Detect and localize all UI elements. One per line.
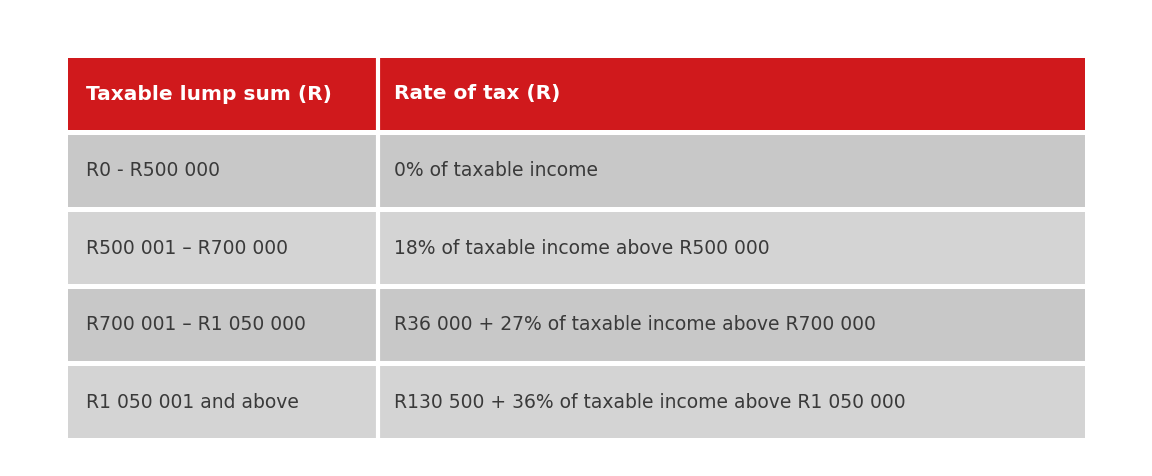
Bar (68, 58, 1085, 130)
Text: R0 - R500 000: R0 - R500 000 (86, 161, 220, 180)
Text: R500 001 – R700 000: R500 001 – R700 000 (86, 238, 288, 258)
Text: R36 000 + 27% of taxable income above R700 000: R36 000 + 27% of taxable income above R7… (394, 316, 876, 335)
Text: Rate of tax (R): Rate of tax (R) (394, 85, 561, 103)
Bar (68, 289, 1085, 361)
Text: R1 050 001 and above: R1 050 001 and above (86, 393, 298, 411)
Text: R130 500 + 36% of taxable income above R1 050 000: R130 500 + 36% of taxable income above R… (394, 393, 905, 411)
Text: Taxable lump sum (R): Taxable lump sum (R) (86, 85, 332, 103)
Text: 18% of taxable income above R500 000: 18% of taxable income above R500 000 (394, 238, 770, 258)
Bar (68, 366, 1085, 438)
Bar (68, 212, 1085, 284)
Text: R700 001 – R1 050 000: R700 001 – R1 050 000 (86, 316, 306, 335)
Bar (68, 135, 1085, 207)
Text: 0% of taxable income: 0% of taxable income (394, 161, 598, 180)
